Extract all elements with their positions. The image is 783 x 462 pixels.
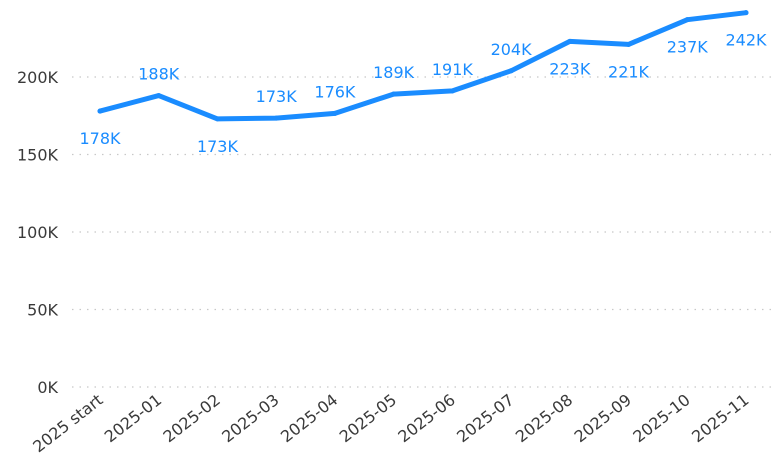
x-tick-label: 2025-01 [101,390,165,446]
x-tick-label: 2025-05 [336,390,400,446]
x-tick-label: 2025-06 [394,390,458,446]
data-label: 188K [138,65,180,84]
data-label: 223K [549,59,591,78]
x-axis: 2025 start2025-012025-022025-032025-0420… [29,390,752,456]
y-tick-label: 100K [17,223,59,242]
data-point [97,108,103,114]
x-tick-label: 2025-07 [453,390,517,446]
x-tick-label: 2025-03 [218,390,282,446]
data-label: 242K [725,31,767,50]
data-label: 176K [314,82,356,101]
y-axis: 0K 50K 100K 150K 200K [17,68,59,397]
y-tick-label: 50K [27,301,58,320]
data-label: 189K [373,63,415,82]
x-tick-label: 2025-11 [688,390,752,446]
x-tick-label: 2025-10 [629,390,693,446]
x-tick-label: 2025 start [29,390,106,456]
data-point [567,38,573,44]
data-label: 191K [432,60,474,79]
y-tick-label: 200K [17,68,59,87]
y-tick-label: 0K [37,378,58,397]
data-label: 173K [256,87,298,106]
data-point [626,41,632,47]
gridlines [72,76,772,388]
x-tick-label: 2025-08 [512,390,576,446]
series-line [97,10,749,122]
series-line-group [97,10,749,122]
data-label: 204K [491,40,533,59]
data-point [156,93,162,99]
data-label: 173K [197,137,239,156]
data-label: 237K [667,38,709,57]
data-point [684,17,690,23]
x-tick-label: 2025-04 [277,390,341,446]
data-point [273,115,279,121]
data-point [214,116,220,122]
data-point [508,68,514,74]
data-label: 221K [608,62,650,81]
y-tick-label: 150K [17,146,59,165]
data-point [449,88,455,94]
data-labels: 178K 188K 173K 173K 176K 189K 191K 204K 223K 221K… [79,31,767,156]
data-label: 178K [79,129,121,148]
data-point [332,110,338,116]
x-tick-label: 2025-09 [571,390,635,446]
x-tick-label: 2025-02 [160,390,224,446]
data-point [391,91,397,97]
data-point [743,10,749,16]
